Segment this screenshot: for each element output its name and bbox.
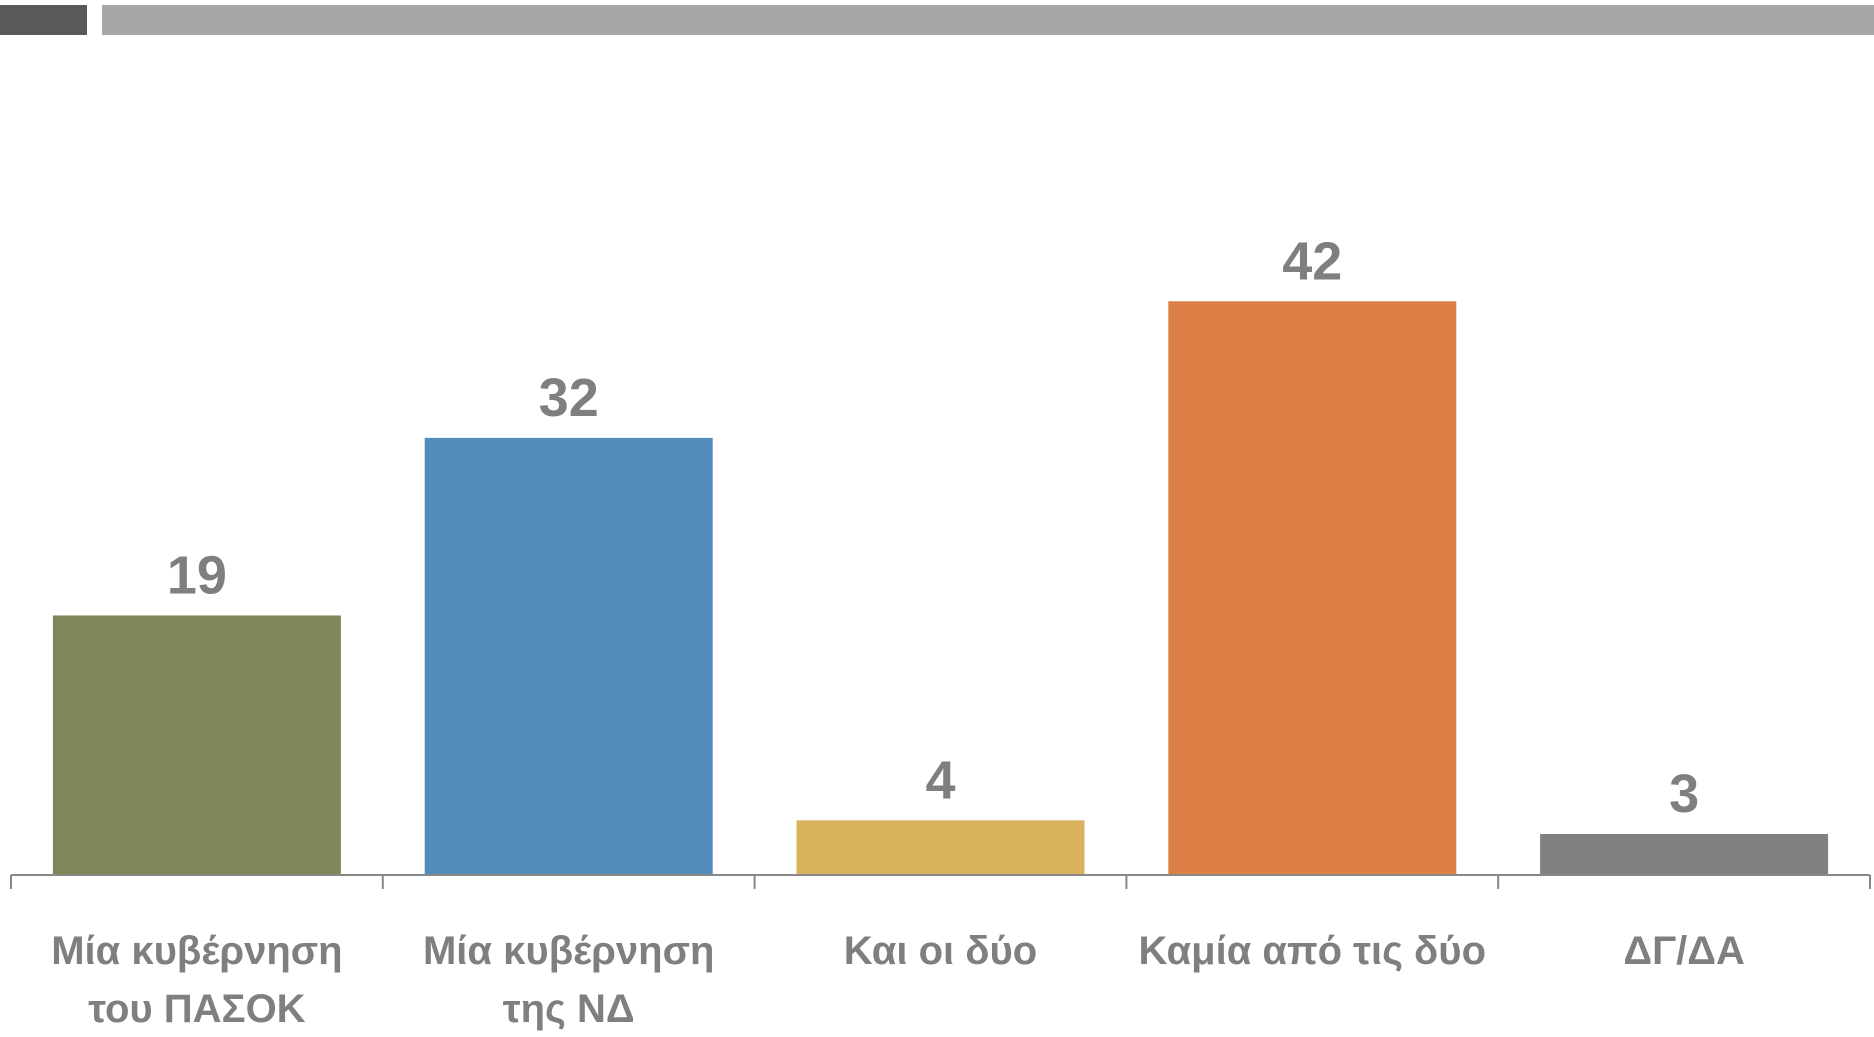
category-label: Μία κυβέρνηση του ΠΑΣΟΚ xyxy=(51,929,343,1031)
data-label: 32 xyxy=(539,368,599,428)
bar xyxy=(424,437,713,875)
category-label: ΔΓ/ΔΑ xyxy=(1623,929,1745,973)
category-label: Καμία από τις δύο xyxy=(1138,929,1487,973)
data-label: 19 xyxy=(167,545,227,605)
data-label: 3 xyxy=(1669,764,1699,824)
data-label: 4 xyxy=(925,750,955,810)
header-accent xyxy=(0,5,87,35)
header-bar xyxy=(102,5,1874,35)
category-label: Και οι δύο xyxy=(843,929,1038,973)
data-label: 42 xyxy=(1282,231,1342,291)
bar xyxy=(1168,301,1457,875)
bar xyxy=(1540,834,1829,875)
category-label: Μία κυβέρνηση της ΝΔ xyxy=(422,929,715,1031)
bar xyxy=(52,615,341,875)
bar xyxy=(796,820,1085,875)
